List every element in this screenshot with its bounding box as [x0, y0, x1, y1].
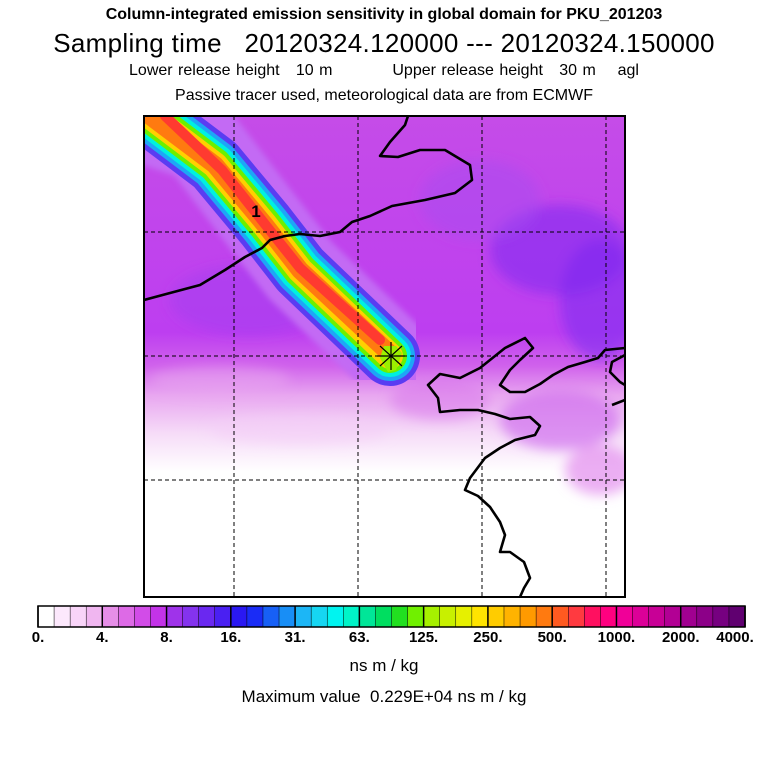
plume-label: 1 [251, 202, 260, 221]
maximum-value-units: ns m / kg [457, 687, 527, 706]
colorbar-cell [166, 605, 184, 628]
colorbar-cell [503, 605, 521, 628]
colorbar-cell [85, 605, 103, 628]
colorbar-tick-label: 31. [284, 629, 306, 646]
colorbar-units: ns m / kg [349, 656, 419, 675]
colorbar-tick-label: 500. [537, 629, 567, 646]
colorbar-cell [310, 605, 328, 628]
colorbar-cell [439, 605, 457, 628]
colorbar-cell [246, 605, 264, 628]
colorbar-cell [584, 605, 602, 628]
upper-release-height: Upper release height 30 m [392, 62, 596, 79]
maximum-value-label: Maximum value [241, 687, 361, 706]
sampling-start: 20120324.120000 [244, 28, 459, 58]
colorbar-tick-label: 4. [96, 629, 109, 646]
agl-label: agl [617, 62, 639, 79]
chart-title: Column-integrated emission sensitivity i… [105, 6, 663, 23]
tracer-note: Passive tracer used, meteorological data… [175, 87, 593, 104]
colorbar-cell [53, 605, 71, 628]
colorbar-cell [568, 605, 585, 628]
colorbar-cell [343, 605, 361, 628]
colorbar-cell [519, 605, 537, 628]
coastlines [144, 116, 625, 597]
colorbar-cell [69, 605, 87, 628]
colorbar-cell [471, 605, 489, 628]
colorbar-cell [664, 605, 682, 628]
colorbar-cell [118, 605, 136, 628]
map-frame [143, 115, 626, 598]
colorbar-cell [728, 605, 746, 628]
colorbar-cell [278, 605, 296, 628]
colorbar-cell [134, 605, 152, 628]
colorbar-cell [423, 605, 441, 628]
colorbar-cell [391, 605, 409, 628]
colorbar-cell [294, 605, 312, 628]
colorbar-tick-label: 250. [473, 629, 503, 646]
field-layer: 1 [144, 116, 625, 597]
maximum-value-number: 0.229E+04 [370, 687, 453, 706]
colorbar-cell [375, 605, 393, 628]
maximum-value: Maximum value 0.229E+04 ns m / kg [0, 687, 768, 707]
colorbar-cell [262, 605, 280, 628]
colorbar-cell [214, 605, 232, 628]
colorbar-tick-label: 16. [220, 629, 242, 646]
colorbar-cell [230, 605, 248, 628]
colorbar-tick-label: 1000. [597, 629, 636, 646]
plume [144, 116, 432, 398]
colorbar-tick-label: 0. [31, 629, 45, 646]
lower-release-height: Lower release height 10 m [129, 62, 333, 79]
sensitivity-patches [150, 160, 625, 495]
colorbar-cell [535, 605, 553, 628]
colorbar-tick-label: 63. [348, 629, 370, 646]
colorbar-frame [37, 605, 746, 628]
sampling-label: Sampling time [53, 28, 222, 58]
colorbar-cell [551, 605, 569, 628]
sampling-separator: --- [466, 28, 494, 58]
colorbar-cell [680, 605, 698, 628]
colorbar-cell [600, 605, 618, 628]
colorbar-tick-label: 4000. [716, 629, 754, 646]
colorbar-cell [326, 605, 344, 628]
colorbar-cell [648, 605, 666, 628]
colorbar-cell [632, 605, 650, 628]
sampling-end: 20120324.150000 [500, 28, 715, 58]
colorbar-cell [150, 605, 168, 628]
sampling-time: Sampling time 20120324.120000 --- 201203… [0, 28, 768, 59]
colorbar-cell [407, 605, 425, 628]
colorbar-cell [455, 605, 473, 628]
colorbar [37, 605, 746, 628]
colorbar-cell [616, 605, 634, 628]
colorbar-tick-label: 8. [160, 629, 173, 646]
colorbar-cell [696, 605, 714, 628]
colorbar-cell [712, 605, 730, 628]
colorbar-cell [37, 605, 55, 628]
colorbar-tick-label: 125. [409, 629, 439, 646]
colorbar-cell [359, 605, 377, 628]
colorbar-cell [487, 605, 505, 628]
colorbar-cell [102, 605, 119, 628]
colorbar-cell [198, 605, 216, 628]
colorbar-tick-label: 2000. [661, 629, 700, 646]
grid-lines [144, 116, 625, 597]
colorbar-cell [182, 605, 200, 628]
release-heights: Lower release height 10 m Upper release … [0, 62, 768, 80]
